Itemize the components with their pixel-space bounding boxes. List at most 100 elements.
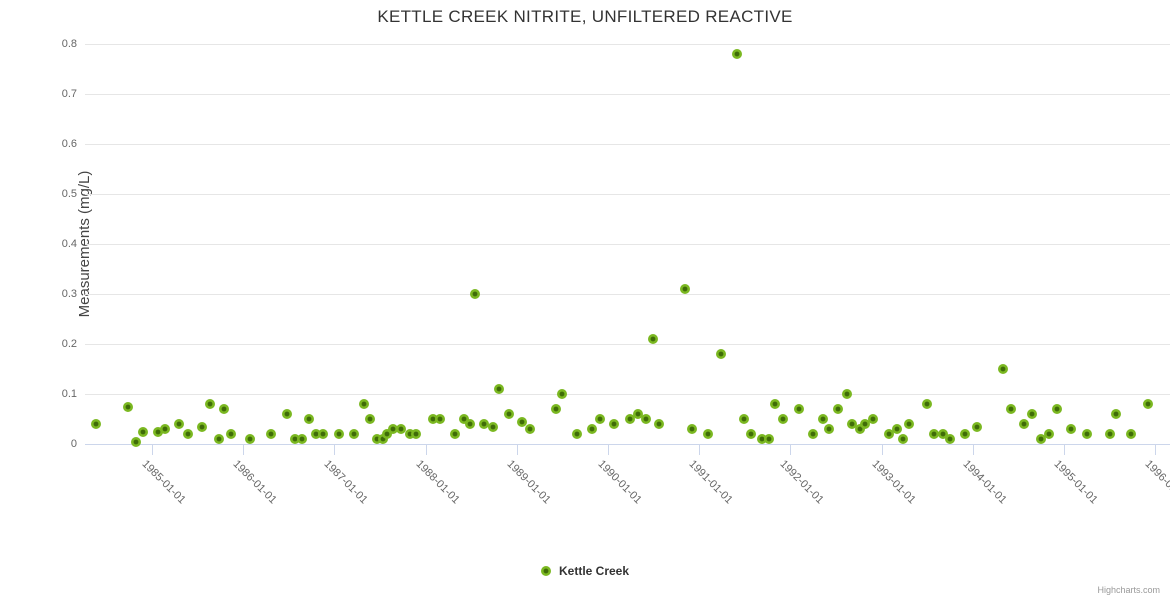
data-point[interactable] (1066, 424, 1077, 434)
data-point[interactable] (731, 49, 742, 59)
data-point[interactable] (818, 414, 829, 424)
data-point[interactable] (769, 399, 780, 409)
data-point[interactable] (377, 434, 388, 444)
data-point[interactable] (364, 414, 375, 424)
data-point[interactable] (359, 399, 370, 409)
data-point[interactable] (435, 414, 446, 424)
data-point[interactable] (465, 419, 476, 429)
data-point[interactable] (349, 429, 360, 439)
data-point[interactable] (137, 426, 148, 437)
data-point[interactable] (586, 424, 597, 434)
data-point[interactable] (892, 424, 903, 434)
data-point[interactable] (303, 414, 314, 424)
data-point[interactable] (130, 436, 141, 447)
data-point[interactable] (159, 424, 170, 434)
data-point[interactable] (281, 409, 292, 419)
data-point[interactable] (832, 404, 843, 414)
data-point[interactable] (488, 421, 499, 432)
data-point[interactable] (703, 429, 714, 439)
data-point[interactable] (922, 399, 933, 409)
data-point[interactable] (654, 419, 665, 429)
data-point[interactable] (686, 424, 697, 434)
data-point[interactable] (1036, 434, 1047, 444)
data-point[interactable] (478, 419, 489, 429)
data-point[interactable] (494, 384, 505, 394)
data-point[interactable] (679, 284, 690, 294)
data-point[interactable] (868, 414, 879, 424)
data-point[interactable] (226, 429, 237, 439)
data-point[interactable] (213, 434, 224, 444)
data-point[interactable] (1027, 409, 1038, 419)
data-point[interactable] (854, 424, 865, 434)
data-point[interactable] (449, 429, 460, 439)
data-point[interactable] (860, 419, 871, 429)
data-point[interactable] (757, 434, 768, 444)
data-point[interactable] (846, 419, 857, 429)
data-point[interactable] (1110, 409, 1121, 419)
data-point[interactable] (557, 389, 568, 399)
data-point[interactable] (883, 429, 894, 439)
data-point[interactable] (647, 334, 658, 344)
data-point[interactable] (641, 414, 652, 424)
data-point[interactable] (929, 429, 940, 439)
data-point[interactable] (823, 424, 834, 434)
data-point[interactable] (808, 429, 819, 439)
data-point[interactable] (503, 409, 514, 419)
data-point[interactable] (410, 429, 421, 439)
data-point[interactable] (763, 434, 774, 444)
data-point[interactable] (1081, 429, 1092, 439)
data-point[interactable] (174, 419, 185, 429)
data-point[interactable] (897, 434, 908, 444)
data-point[interactable] (219, 404, 230, 414)
data-point[interactable] (793, 404, 804, 414)
data-point[interactable] (395, 424, 406, 434)
data-point[interactable] (937, 429, 948, 439)
data-point[interactable] (387, 424, 398, 434)
data-point[interactable] (997, 364, 1008, 374)
legend[interactable]: Kettle Creek (0, 564, 1170, 578)
data-point[interactable] (183, 429, 194, 439)
data-point[interactable] (311, 429, 322, 439)
data-point[interactable] (297, 434, 308, 444)
data-point[interactable] (972, 421, 983, 432)
data-point[interactable] (382, 429, 393, 439)
data-point[interactable] (290, 434, 301, 444)
data-point[interactable] (841, 389, 852, 399)
data-point[interactable] (746, 429, 757, 439)
data-point[interactable] (1125, 429, 1136, 439)
data-point[interactable] (551, 404, 562, 414)
data-point[interactable] (517, 416, 528, 427)
data-point[interactable] (266, 429, 277, 439)
data-point[interactable] (738, 414, 749, 424)
data-point[interactable] (1142, 399, 1153, 409)
data-point[interactable] (469, 289, 480, 299)
data-point[interactable] (1044, 429, 1055, 439)
data-point[interactable] (317, 429, 328, 439)
data-point[interactable] (405, 429, 416, 439)
data-point[interactable] (427, 414, 438, 424)
data-point[interactable] (372, 434, 383, 444)
data-point[interactable] (333, 429, 344, 439)
data-point[interactable] (244, 434, 255, 444)
data-point[interactable] (123, 401, 134, 412)
data-point[interactable] (716, 349, 727, 359)
data-point[interactable] (945, 434, 955, 444)
data-point[interactable] (1104, 429, 1115, 439)
data-point[interactable] (91, 419, 102, 429)
data-point[interactable] (1006, 404, 1017, 414)
highcharts-credit-link[interactable]: Highcharts.com (1097, 585, 1160, 595)
data-point[interactable] (959, 429, 970, 439)
data-point[interactable] (1051, 404, 1062, 414)
data-point[interactable] (153, 426, 164, 437)
data-point[interactable] (197, 421, 208, 432)
data-point[interactable] (525, 424, 536, 434)
data-point[interactable] (633, 409, 644, 419)
data-point[interactable] (778, 414, 789, 424)
data-point[interactable] (458, 414, 469, 424)
data-point[interactable] (571, 429, 582, 439)
data-point[interactable] (205, 399, 216, 409)
data-point[interactable] (594, 414, 605, 424)
data-point[interactable] (903, 419, 914, 429)
data-point[interactable] (624, 414, 635, 424)
data-point[interactable] (609, 419, 620, 429)
